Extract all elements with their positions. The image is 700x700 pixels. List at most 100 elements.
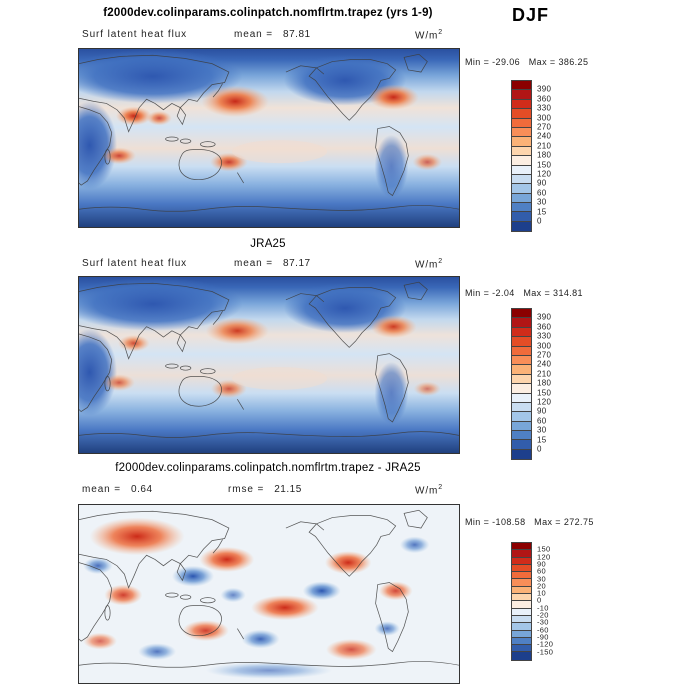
colorbar-tick-label: 60 bbox=[537, 566, 546, 576]
colorbar-reference: 390 360 330 300 270 240 210 180 150 120 90 60 30 15 0 bbox=[511, 308, 571, 461]
colorbar-tick-label: 0 bbox=[537, 216, 542, 226]
colorbar-cell bbox=[512, 327, 531, 338]
colorbar-cell bbox=[512, 550, 531, 558]
panel3-mean: mean = 0.64 bbox=[82, 484, 153, 495]
colorbar-tick-label: -120 bbox=[537, 639, 554, 649]
units-exponent: 2 bbox=[438, 29, 444, 36]
colorbar-tick-label: 150 bbox=[537, 388, 552, 398]
colorbar-cell bbox=[512, 421, 531, 432]
colorbar-tick-label: 90 bbox=[537, 178, 547, 188]
colorbar-cell bbox=[512, 440, 531, 450]
colorbar-cell bbox=[512, 412, 531, 422]
map-difference bbox=[78, 504, 460, 684]
page-title: f2000dev.colinparams.colinpatch.nomflrtm… bbox=[103, 7, 433, 19]
colorbar-tick-label: 330 bbox=[537, 103, 552, 113]
colorbar-cell bbox=[512, 109, 531, 119]
colorbar-tick-label: -60 bbox=[537, 625, 549, 635]
colorbar-labels: 390 360 330 300 270 240 210 180 150 120 90 60 30 15 0 bbox=[537, 80, 571, 230]
rmse-value: 21.15 bbox=[274, 484, 302, 495]
colorbar-cell bbox=[512, 543, 531, 551]
panel2-minmax: Min = -2.04 Max = 314.81 bbox=[465, 288, 583, 298]
panel2-title: JRA25 bbox=[250, 238, 286, 250]
colorbar-tick-label: 270 bbox=[537, 350, 552, 360]
colorbar-tick-label: -10 bbox=[537, 603, 549, 613]
colorbar-cell bbox=[512, 645, 531, 653]
panel3-title: f2000dev.colinparams.colinpatch.nomflrtm… bbox=[115, 462, 421, 474]
colorbar-cell bbox=[512, 193, 531, 204]
colorbar-cell bbox=[512, 118, 531, 128]
colorbar-tick-label: 90 bbox=[537, 559, 546, 569]
colorbar-cell bbox=[512, 594, 531, 602]
colorbar-tick-label: 330 bbox=[537, 331, 552, 341]
colorbar-cell bbox=[512, 346, 531, 356]
colorbar-cell bbox=[512, 449, 531, 460]
panel1-minmax: Min = -29.06 Max = 386.25 bbox=[465, 57, 589, 67]
colorbar-tick-label: 0 bbox=[537, 595, 542, 605]
colorbar-cell bbox=[512, 212, 531, 222]
panel2-field-label: Surf latent heat flux bbox=[82, 258, 188, 269]
panel1-units: W/m2 bbox=[415, 29, 443, 41]
colorbar-tick-label: 240 bbox=[537, 359, 552, 369]
colorbar-cell bbox=[512, 623, 531, 631]
colorbar-tick-label: 30 bbox=[537, 425, 547, 435]
colorbar-cell bbox=[512, 431, 531, 441]
colorbar-tick-label: 30 bbox=[537, 197, 547, 207]
colorbar-cells bbox=[511, 308, 532, 461]
panel3-units: W/m2 bbox=[415, 484, 443, 496]
colorbar-cell bbox=[512, 637, 531, 646]
colorbar-cell bbox=[512, 203, 531, 213]
map-model-svg bbox=[79, 49, 459, 227]
panel3-minmax: Min = -108.58 Max = 272.75 bbox=[465, 517, 594, 527]
colorbar-cell bbox=[512, 221, 531, 232]
panel2-units: W/m2 bbox=[415, 258, 443, 270]
colorbar-tick-label: 300 bbox=[537, 113, 552, 123]
colorbar-tick-label: 150 bbox=[537, 544, 551, 554]
colorbar-difference: 150 120 90 60 30 20 10 0 -10 -20 -30 -60 -90 -120 -150 bbox=[511, 542, 571, 661]
colorbar-tick-label: 120 bbox=[537, 169, 552, 179]
season-label: DJF bbox=[512, 5, 550, 25]
map-difference-svg bbox=[79, 505, 459, 683]
map-reference bbox=[78, 276, 460, 454]
colorbar-tick-label: 30 bbox=[537, 574, 546, 583]
colorbar-tick-label: 10 bbox=[537, 588, 546, 598]
colorbar-tick-label: 0 bbox=[537, 444, 542, 454]
colorbar-cell bbox=[512, 309, 531, 319]
rmse-label: rmse = bbox=[228, 484, 265, 495]
panel1-field-label: Surf latent heat flux bbox=[82, 29, 188, 40]
colorbar-cell bbox=[512, 557, 531, 565]
colorbar-cell bbox=[512, 393, 531, 403]
colorbar-tick-label: 390 bbox=[537, 84, 552, 94]
colorbar-tick-label: 150 bbox=[537, 160, 552, 170]
colorbar-tick-label: 360 bbox=[537, 94, 552, 104]
continent-outlines bbox=[79, 509, 459, 668]
colorbar-cell bbox=[512, 384, 531, 394]
colorbar-cell bbox=[512, 337, 531, 347]
colorbar-tick-label: 120 bbox=[537, 397, 552, 407]
colorbar-cell bbox=[512, 156, 531, 166]
units-exponent: 2 bbox=[438, 258, 444, 265]
colorbar-tick-label: 180 bbox=[537, 378, 552, 388]
continent-outlines bbox=[79, 53, 459, 212]
field-blobs bbox=[83, 517, 430, 679]
colorbar-cell bbox=[512, 586, 531, 595]
colorbar-tick-label: -30 bbox=[537, 617, 549, 627]
mean-value: 87.81 bbox=[283, 29, 311, 40]
colorbar-tick-label: 210 bbox=[537, 141, 552, 151]
colorbar-cell bbox=[512, 355, 531, 366]
mean-label: mean = bbox=[234, 258, 274, 269]
colorbar-cell bbox=[512, 615, 531, 624]
colorbar-labels: 150 120 90 60 30 20 10 0 -10 -20 -30 -60 -90 -120 -150 bbox=[537, 542, 571, 659]
mean-label: mean = bbox=[234, 29, 274, 40]
colorbar-cells bbox=[511, 542, 532, 661]
colorbar-cell bbox=[512, 81, 531, 91]
colorbar-cell bbox=[512, 137, 531, 147]
colorbar-cell bbox=[512, 99, 531, 110]
colorbar-tick-label: 270 bbox=[537, 122, 552, 132]
colorbar-tick-label: -90 bbox=[537, 632, 549, 642]
colorbar-cell bbox=[512, 165, 531, 175]
colorbar-tick-label: 180 bbox=[537, 150, 552, 160]
colorbar-tick-label: 20 bbox=[537, 581, 546, 591]
colorbar-cell bbox=[512, 572, 531, 580]
units-exponent: 2 bbox=[438, 484, 444, 491]
